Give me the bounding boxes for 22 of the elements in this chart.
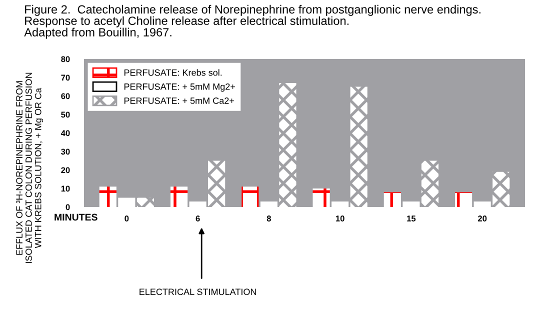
x-tick-label: 10	[336, 216, 344, 222]
y-tick-label: 30	[61, 148, 70, 155]
y-tick-label: 40	[60, 130, 70, 136]
y-tick-label: 50	[61, 112, 70, 118]
y-tick-label: 10	[61, 186, 70, 192]
y-tick-label: 0	[66, 204, 70, 210]
legend-label: PERFUSATE: Krebs sol.	[124, 69, 222, 76]
y-tick-label: 60	[61, 93, 70, 100]
x-tick-label: 6	[196, 216, 200, 222]
x-tick-label: 8	[266, 216, 271, 222]
text: ELECTRICAL STIMULATION	[140, 288, 256, 296]
x-tick-label: 0	[124, 216, 129, 222]
x-tick-label: 15	[407, 216, 416, 222]
y-tick-label: 70	[61, 74, 70, 81]
legend-label: PERFUSATE: + 5mM Ca2+	[124, 98, 234, 104]
legend-label: PERFUSATE: + 5mM Mg2+	[124, 83, 235, 92]
y-axis-title: EFFLUX OF ³H-NOREPINEPHRINE FROM ISOLATED CAT COLON DURING PERFUSION WITH KREBS SOLUTION, + Mg OR Ca	[16, 72, 44, 263]
y-tick-label: 80	[61, 56, 70, 62]
y-tick-label: 20	[61, 167, 70, 174]
chart-title: Figure 2. Catecholamine release of Norepinephrine from postganglionic nerve endings. Response to acetyl Choline release after electrical stimulation. Adapted from Bouillin, 1967.	[24, 4, 480, 39]
x-tick-label: 20	[478, 216, 487, 222]
x-axis-title: MINUTES	[54, 214, 98, 221]
